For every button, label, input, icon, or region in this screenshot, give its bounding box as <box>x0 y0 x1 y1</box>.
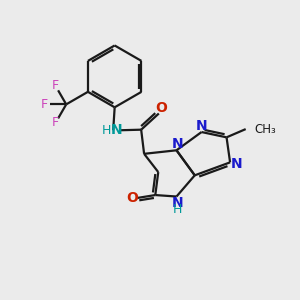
Text: N: N <box>171 137 183 152</box>
Text: O: O <box>155 101 167 115</box>
Text: N: N <box>196 119 207 133</box>
Text: F: F <box>41 98 48 111</box>
Text: F: F <box>52 79 59 92</box>
Text: CH₃: CH₃ <box>254 123 276 136</box>
Text: N: N <box>111 123 122 137</box>
Text: O: O <box>126 191 138 205</box>
Text: N: N <box>231 157 242 171</box>
Text: H: H <box>172 203 182 216</box>
Text: H: H <box>102 124 111 137</box>
Text: F: F <box>52 116 59 130</box>
Text: N: N <box>171 196 183 210</box>
